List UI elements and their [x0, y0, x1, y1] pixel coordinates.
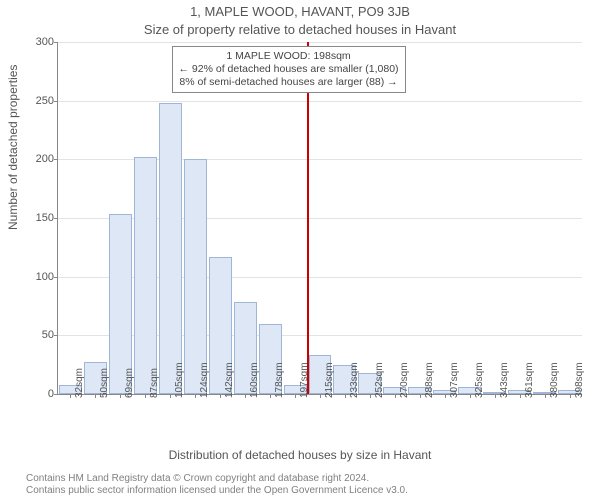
x-tick-label: 252sqm: [374, 362, 385, 398]
x-tick-mark: [120, 394, 121, 398]
y-tick-label: 150: [36, 212, 54, 224]
x-tick-label: 87sqm: [149, 368, 160, 398]
x-tick-label: 69sqm: [124, 368, 135, 398]
x-tick-label: 124sqm: [199, 362, 210, 398]
x-tick-mark: [470, 394, 471, 398]
histogram-bar: [159, 103, 182, 394]
x-tick-label: 233sqm: [349, 362, 360, 398]
x-tick-mark: [295, 394, 296, 398]
y-tick-label: 50: [42, 329, 54, 341]
footer-line2: Contains public sector information licen…: [26, 485, 408, 496]
x-tick-label: 398sqm: [574, 362, 585, 398]
x-tick-label: 50sqm: [99, 368, 110, 398]
x-tick-mark: [220, 394, 221, 398]
annotation-line3: 8% of semi-detached houses are larger (8…: [179, 76, 399, 89]
annotation-line2: ← 92% of detached houses are smaller (1,…: [179, 63, 399, 76]
x-tick-label: 32sqm: [74, 368, 85, 398]
histogram-bar: [134, 157, 157, 394]
page-title-line1: 1, MAPLE WOOD, HAVANT, PO9 3JB: [0, 4, 600, 19]
y-tick-mark: [54, 335, 58, 336]
x-tick-mark: [170, 394, 171, 398]
x-tick-label: 288sqm: [424, 362, 435, 398]
x-tick-label: 160sqm: [249, 362, 260, 398]
histogram-bars: [58, 42, 582, 394]
x-tick-mark: [95, 394, 96, 398]
x-tick-mark: [370, 394, 371, 398]
x-axis-label: Distribution of detached houses by size …: [0, 448, 600, 462]
y-tick-mark: [54, 394, 58, 395]
x-tick-mark: [195, 394, 196, 398]
x-tick-label: 215sqm: [324, 362, 335, 398]
x-tick-mark: [520, 394, 521, 398]
x-tick-mark: [445, 394, 446, 398]
marker-line: [307, 42, 309, 394]
histogram-bar: [184, 159, 207, 394]
y-axis-label: Number of detached properties: [6, 65, 20, 230]
y-tick-label: 200: [36, 153, 54, 165]
page-title-line2: Size of property relative to detached ho…: [0, 22, 600, 37]
y-tick-mark: [54, 218, 58, 219]
y-tick-label: 100: [36, 271, 54, 283]
annotation-line1: 1 MAPLE WOOD: 198sqm: [179, 50, 399, 63]
y-tick-mark: [54, 159, 58, 160]
x-tick-mark: [345, 394, 346, 398]
x-tick-label: 325sqm: [474, 362, 485, 398]
x-tick-label: 380sqm: [549, 362, 560, 398]
x-tick-mark: [395, 394, 396, 398]
x-tick-mark: [570, 394, 571, 398]
y-tick-label: 250: [36, 95, 54, 107]
annotation-box: 1 MAPLE WOOD: 198sqm ← 92% of detached h…: [172, 46, 406, 93]
x-tick-label: 178sqm: [274, 362, 285, 398]
x-tick-mark: [270, 394, 271, 398]
x-tick-label: 105sqm: [174, 362, 185, 398]
y-tick-mark: [54, 42, 58, 43]
x-tick-mark: [245, 394, 246, 398]
footer-line1: Contains HM Land Registry data © Crown c…: [26, 473, 369, 484]
x-tick-mark: [495, 394, 496, 398]
x-tick-mark: [545, 394, 546, 398]
x-tick-label: 361sqm: [524, 362, 535, 398]
y-tick-mark: [54, 277, 58, 278]
x-tick-label: 307sqm: [449, 362, 460, 398]
x-tick-label: 270sqm: [399, 362, 410, 398]
y-tick-label: 0: [48, 388, 54, 400]
y-tick-mark: [54, 101, 58, 102]
y-tick-label: 300: [36, 36, 54, 48]
plot-area: 050100150200250300 32sqm50sqm69sqm87sqm1…: [58, 42, 582, 394]
x-tick-label: 343sqm: [499, 362, 510, 398]
x-tick-label: 142sqm: [224, 362, 235, 398]
x-tick-mark: [420, 394, 421, 398]
x-tick-mark: [145, 394, 146, 398]
x-tick-mark: [70, 394, 71, 398]
x-tick-mark: [320, 394, 321, 398]
